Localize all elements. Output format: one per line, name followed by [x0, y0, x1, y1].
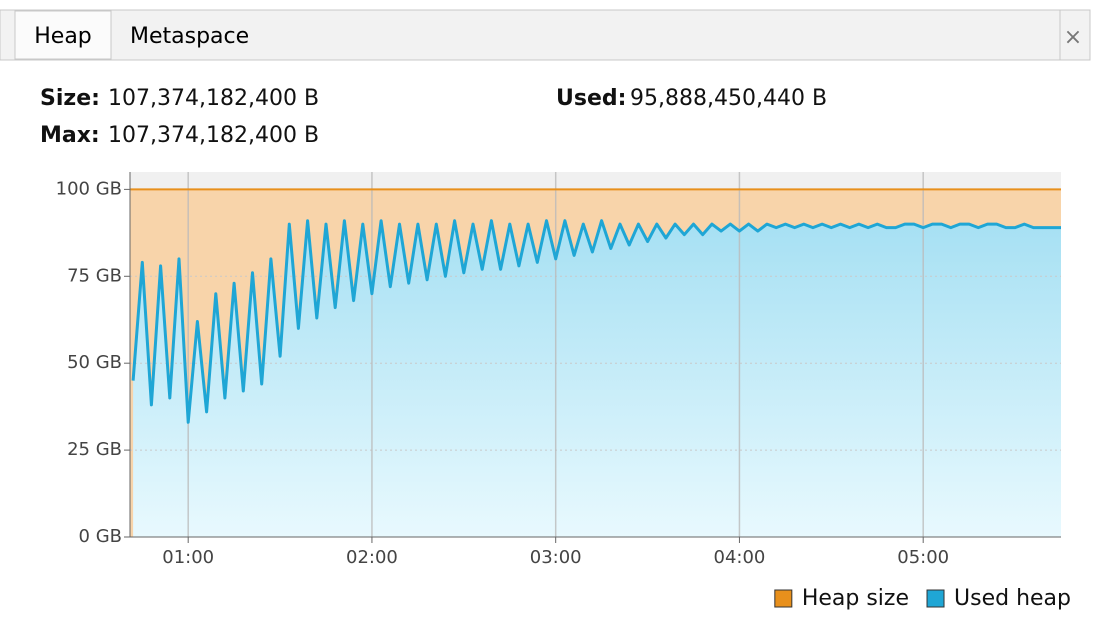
tab-bar [0, 9, 1091, 61]
stat-value: 107,374,182,400 B [108, 86, 319, 111]
tab-selected[interactable] [14, 10, 112, 60]
x-tick-label: 05:00 [897, 547, 949, 568]
x-tick-label: 02:00 [346, 547, 398, 568]
x-tick-label: 03:00 [530, 547, 582, 568]
x-tick-label: 04:00 [714, 547, 766, 568]
series-area [133, 220, 1062, 537]
stat-value: 107,374,182,400 B [108, 123, 319, 148]
stat-label: Size: [40, 86, 100, 111]
legend-swatch [774, 589, 793, 608]
stat-label: Max: [40, 123, 100, 148]
legend-label: Used heap [954, 586, 1071, 611]
y-tick-label: 0 GB [79, 526, 122, 547]
chart: 0 GB 25 GB 50 GB 75 GB 100 GB 01:00 02:00 03:00… [56, 172, 1071, 611]
close-button[interactable]: × [1064, 25, 1082, 50]
stat-label: Used: [556, 86, 626, 111]
y-tick-label: 50 GB [67, 352, 122, 373]
y-tick-label: 75 GB [67, 265, 122, 286]
x-tick-label: 01:00 [162, 547, 214, 568]
legend-label: Heap size [802, 586, 909, 611]
stat-value: 95,888,450,440 B [630, 86, 827, 111]
legend-swatch [926, 589, 945, 608]
tab[interactable]: Metaspace [130, 24, 249, 49]
y-tick-label: 25 GB [67, 439, 122, 460]
tab[interactable]: Heap [34, 24, 92, 49]
y-tick-label: 100 GB [56, 178, 122, 199]
series-line [131, 219, 1061, 424]
